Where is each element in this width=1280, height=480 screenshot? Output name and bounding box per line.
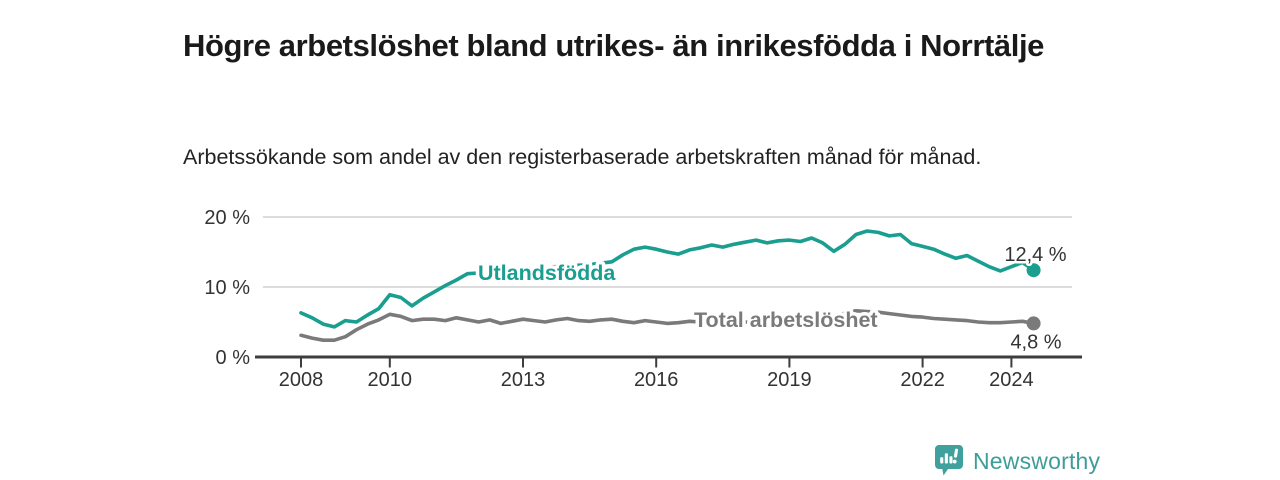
x-tick-label: 2010 bbox=[368, 369, 413, 391]
series-end-value: 12,4 % bbox=[1004, 244, 1066, 266]
x-tick-label: 2019 bbox=[767, 369, 812, 391]
x-tick-label: 2008 bbox=[279, 369, 324, 391]
series-end-value: 4,8 % bbox=[1010, 331, 1061, 353]
newsworthy-brand[interactable]: Newsworthy bbox=[934, 444, 1100, 478]
series-end-dot bbox=[1026, 316, 1041, 331]
series-line-utlandsfodda bbox=[299, 229, 1036, 329]
y-tick-label: 10 % bbox=[204, 277, 250, 299]
series-end-dot bbox=[1026, 263, 1041, 278]
x-tick-label: 2013 bbox=[501, 369, 546, 391]
x-tick-label: 2022 bbox=[900, 369, 945, 391]
series-line-total bbox=[299, 308, 1036, 343]
newsworthy-logo-icon bbox=[935, 445, 963, 476]
y-tick-label: 20 % bbox=[204, 207, 250, 229]
newsworthy-brand-name: Newsworthy bbox=[973, 448, 1101, 474]
series-label: Utlandsfödda bbox=[478, 261, 616, 285]
x-tick-label: 2016 bbox=[634, 369, 679, 391]
chart-subtitle: Arbetssökande som andel av den registerb… bbox=[183, 144, 982, 169]
chart-title: Högre arbetslöshet bland utrikes- än inr… bbox=[183, 27, 1045, 63]
series-label: Total arbetslöshet bbox=[694, 308, 878, 332]
y-tick-label: 0 % bbox=[216, 347, 251, 369]
x-tick-label: 2024 bbox=[989, 369, 1034, 391]
